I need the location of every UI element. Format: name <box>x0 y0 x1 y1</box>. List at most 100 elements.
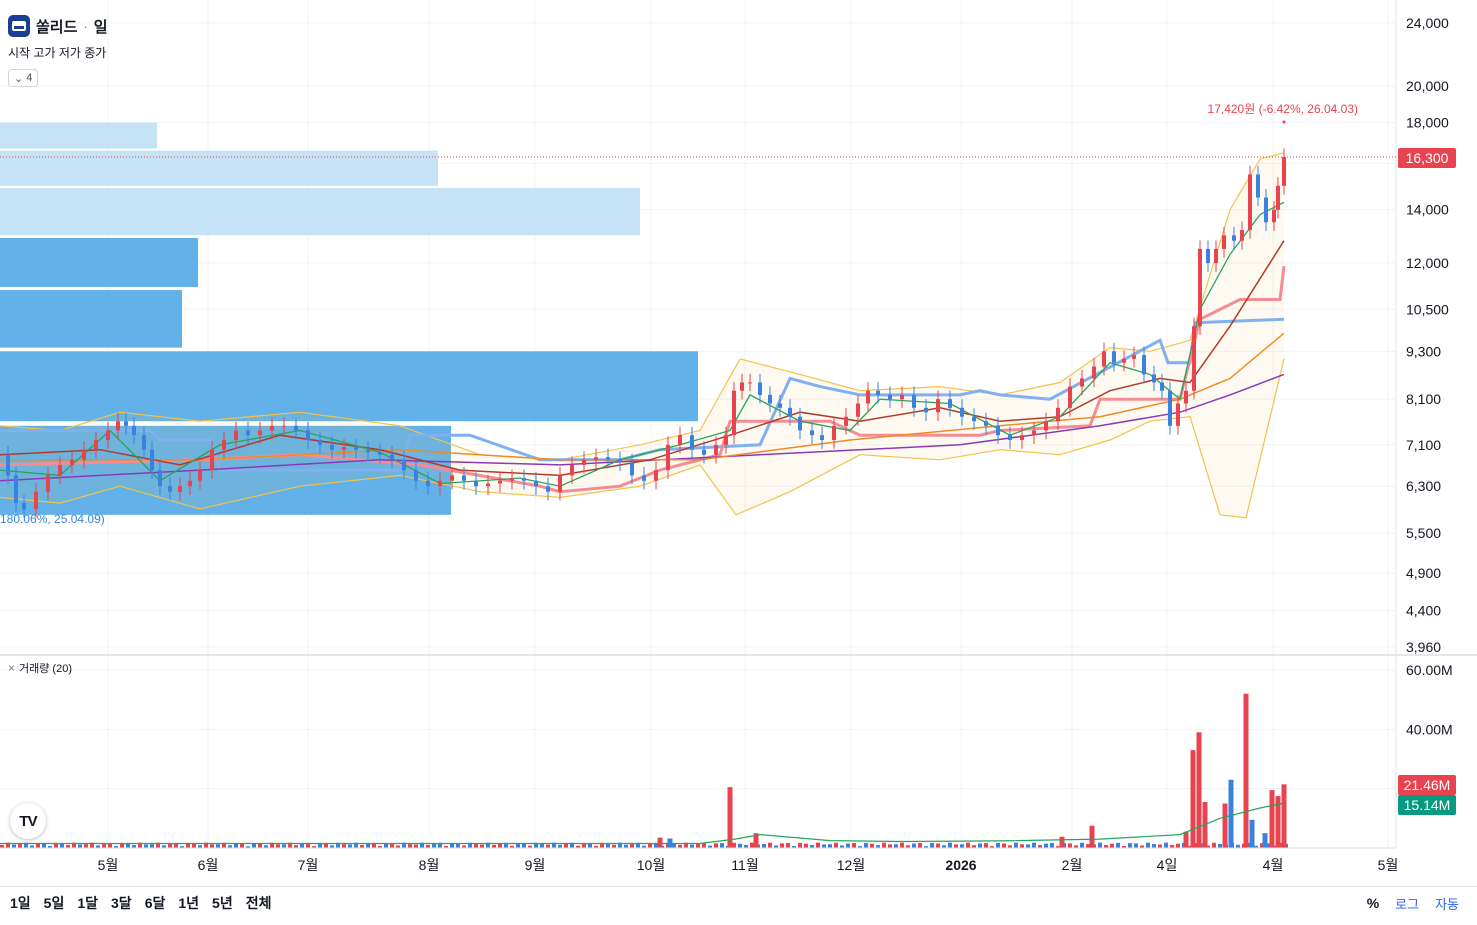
candle-body <box>378 452 382 455</box>
candle-body <box>1160 382 1164 391</box>
volume-bar <box>786 843 790 848</box>
volume-bar <box>372 842 376 848</box>
volume-bar <box>600 842 604 848</box>
volume-bar <box>978 843 982 848</box>
volume-bar <box>1002 843 1006 848</box>
candle-body <box>150 449 154 471</box>
price-tick-label: 6,300 <box>1406 478 1441 494</box>
volume-bar <box>306 842 310 848</box>
volume-bar <box>354 842 358 848</box>
volume-bar <box>6 842 10 848</box>
volume-bar <box>156 842 160 848</box>
interval-label[interactable]: 일 <box>93 18 108 36</box>
volume-bar <box>384 843 388 848</box>
range-5d-button[interactable]: 5일 <box>43 895 65 911</box>
close-icon[interactable]: × <box>8 661 16 675</box>
price-chart[interactable]: 17,420원 (-6.42%, 26.04.03) 180.06%, 25.04… <box>0 0 1477 886</box>
volume-bar <box>234 843 238 848</box>
volume-bar <box>1236 844 1240 848</box>
volume-bar <box>948 842 952 848</box>
candle-body <box>810 430 814 436</box>
volume-bar <box>624 844 628 848</box>
volume-bar <box>438 842 442 848</box>
tradingview-logo-icon[interactable]: TV <box>10 803 46 839</box>
price-tick-label: 12,000 <box>1406 255 1449 271</box>
volume-bar <box>858 846 862 848</box>
candle-body <box>856 403 860 417</box>
volume-bar <box>168 843 172 848</box>
volume-bar <box>612 844 616 848</box>
candle-body <box>866 390 870 404</box>
volume-spike-bar <box>727 787 733 848</box>
volume-bar <box>1152 844 1156 848</box>
volume-legend-label[interactable]: 거래량 (20) <box>19 663 72 675</box>
ichimoku-blue-line <box>0 317 1285 472</box>
candle-body <box>168 486 172 492</box>
candle-body <box>210 449 214 471</box>
volume-bar <box>1206 845 1210 848</box>
volume-bar <box>282 844 286 848</box>
candle-body <box>1056 407 1060 422</box>
candle-body <box>6 454 10 476</box>
candle-body <box>1008 435 1012 440</box>
volume-bar <box>804 843 808 848</box>
range-1d-button[interactable]: 1일 <box>10 895 31 911</box>
volume-bar <box>672 843 676 848</box>
volume-bar <box>30 845 34 848</box>
volume-bar <box>876 845 880 848</box>
range-6m-button[interactable]: 6달 <box>144 895 166 911</box>
volume-bar <box>210 844 214 848</box>
volume-bar <box>192 843 196 848</box>
candle-body <box>330 444 334 450</box>
candle-body <box>558 475 562 492</box>
candle-body <box>270 425 274 431</box>
volume-bar <box>126 843 130 848</box>
volume-bar <box>246 846 250 848</box>
candle-body <box>888 394 892 400</box>
indicator-collapse-button[interactable]: ⌄ 4 <box>8 69 39 87</box>
volume-bar <box>108 843 112 848</box>
candle-body <box>58 464 62 476</box>
symbol-name[interactable]: 쏠리드 <box>36 18 78 36</box>
volume-bar <box>900 842 904 848</box>
candle-body <box>1206 248 1210 264</box>
volume-bar <box>564 843 568 848</box>
candle-body <box>414 470 418 481</box>
range-1y-button[interactable]: 1년 <box>178 895 200 911</box>
price-tick-label: 3,960 <box>1406 639 1441 655</box>
volume-bar <box>630 843 634 848</box>
candle-body <box>258 430 262 436</box>
volume-bar <box>468 842 472 848</box>
volume-bar <box>324 843 328 848</box>
range-5y-button[interactable]: 5년 <box>212 895 233 911</box>
range-all-button[interactable]: 전체 <box>245 895 272 911</box>
volume-bar <box>1134 843 1138 848</box>
volume-spike-bar <box>1059 836 1065 848</box>
price-tick-label: 18,000 <box>1406 115 1449 131</box>
range-1m-button[interactable]: 1달 <box>77 895 99 911</box>
volume-bar <box>882 842 886 848</box>
candle-body <box>46 475 50 492</box>
volume-bar <box>432 843 436 848</box>
low-price-annotation: 180.06%, 25.04.09) <box>0 512 105 526</box>
volume-bar <box>444 845 448 848</box>
candle-body <box>788 407 792 417</box>
volume-bar <box>450 843 454 848</box>
candle-body <box>678 435 682 445</box>
volume-bar <box>54 842 58 848</box>
auto-scale-button[interactable]: 자동 <box>1435 896 1459 912</box>
candle-body <box>1068 386 1072 408</box>
volume-bar <box>588 843 592 848</box>
candle-body <box>778 403 782 408</box>
chevron-down-icon: ⌄ <box>14 72 24 85</box>
volume-bar <box>492 844 496 848</box>
candle-body <box>106 430 110 440</box>
candle-body <box>642 475 646 481</box>
log-scale-button[interactable]: 로그 <box>1395 896 1420 912</box>
volume-bar <box>636 842 640 848</box>
volume-profile-bar-3 <box>0 238 198 287</box>
volume-bar <box>810 845 814 848</box>
symbol-row[interactable]: 쏠리드 · 일 <box>8 14 108 38</box>
range-3m-button[interactable]: 3달 <box>111 895 132 911</box>
percent-scale-button[interactable]: % <box>1366 895 1380 911</box>
